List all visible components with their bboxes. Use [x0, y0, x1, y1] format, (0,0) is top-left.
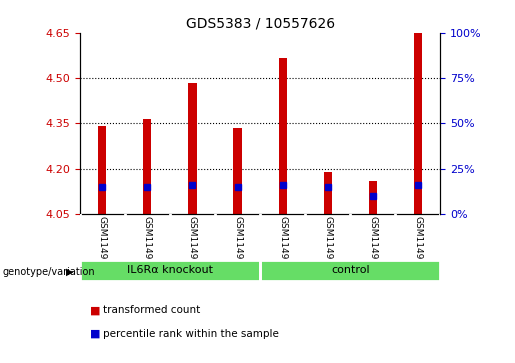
Bar [98, 126, 107, 214]
Text: genotype/variation: genotype/variation [3, 266, 95, 277]
Text: control: control [331, 265, 369, 276]
Text: GSM1149308: GSM1149308 [188, 216, 197, 277]
Text: GSM1149305: GSM1149305 [414, 216, 422, 277]
Text: GSM1149302: GSM1149302 [278, 216, 287, 277]
Bar [369, 181, 377, 214]
Text: ■: ■ [90, 329, 100, 339]
Text: ▶: ▶ [66, 266, 74, 277]
Bar [414, 33, 422, 214]
Text: transformed count: transformed count [103, 305, 200, 315]
Bar [80, 260, 260, 281]
Text: percentile rank within the sample: percentile rank within the sample [103, 329, 279, 339]
Bar [323, 172, 332, 214]
Text: GSM1149303: GSM1149303 [323, 216, 332, 277]
Bar [260, 260, 440, 281]
Bar [188, 83, 197, 214]
Bar [143, 119, 151, 214]
Bar [233, 128, 242, 214]
Text: IL6Rα knockout: IL6Rα knockout [127, 265, 213, 276]
Text: GSM1149304: GSM1149304 [368, 216, 377, 277]
Text: GSM1149309: GSM1149309 [233, 216, 242, 277]
Text: ■: ■ [90, 305, 100, 315]
Text: GSM1149307: GSM1149307 [143, 216, 152, 277]
Bar [279, 58, 287, 214]
Text: GSM1149306: GSM1149306 [98, 216, 107, 277]
Title: GDS5383 / 10557626: GDS5383 / 10557626 [185, 16, 335, 30]
